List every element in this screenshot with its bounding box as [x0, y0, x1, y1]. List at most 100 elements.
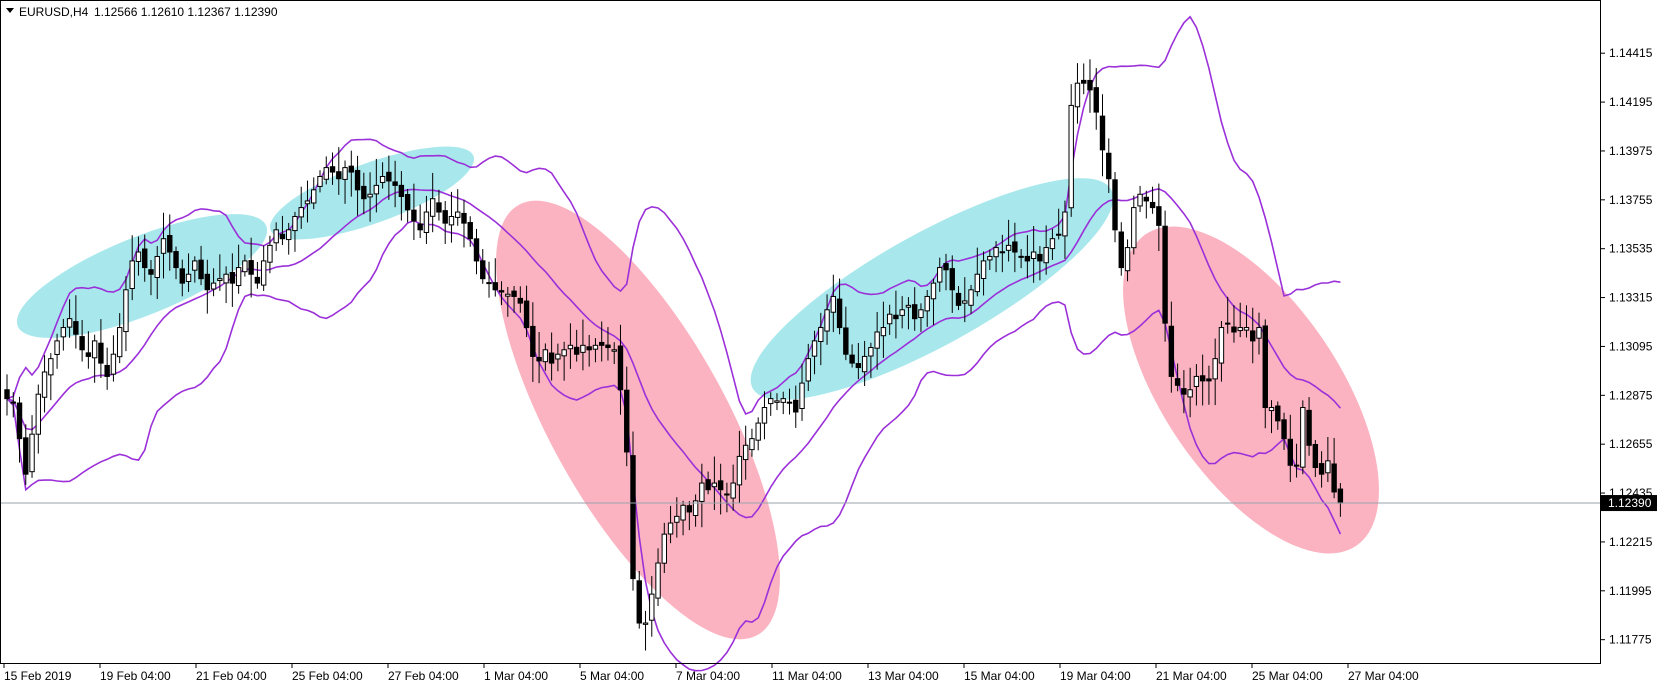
- bear-candle-body: [624, 389, 630, 453]
- bear-candle-body: [254, 276, 261, 284]
- bull-candle-body: [505, 293, 511, 297]
- bull-candle-body: [298, 207, 304, 218]
- bear-candle-body: [336, 171, 342, 180]
- time-tick-label: 21 Mar 04:00: [1156, 669, 1227, 683]
- bear-candle-body: [417, 223, 423, 231]
- candle: [649, 576, 655, 637]
- candle: [60, 318, 67, 351]
- bull-candle-body: [661, 533, 667, 564]
- bull-candle-body: [54, 340, 60, 355]
- bull-candle-body: [342, 167, 348, 180]
- bull-candle-body: [987, 255, 993, 261]
- candle: [1287, 414, 1293, 483]
- candle: [1256, 312, 1262, 355]
- price-tick-label: 1.13315: [1609, 291, 1653, 305]
- candle: [354, 155, 361, 216]
- candle: [23, 424, 29, 485]
- price-axis[interactable]: 1.14415 1.14195 1.13975 1.13755 1.13535 1.133…: [1600, 46, 1653, 647]
- bull-candle-body: [868, 347, 874, 357]
- candle: [624, 366, 630, 467]
- bull-candle-body: [880, 327, 887, 337]
- bull-candle-body: [135, 251, 142, 262]
- candle: [912, 287, 918, 331]
- candle: [768, 392, 774, 416]
- candle: [1106, 138, 1112, 193]
- candle: [530, 302, 536, 382]
- bull-candle-body: [730, 482, 736, 499]
- candle: [292, 211, 298, 252]
- bear-candle-body: [486, 282, 492, 285]
- bull-candle-body: [1030, 251, 1037, 260]
- candle: [824, 294, 830, 345]
- bull-candle-body: [286, 229, 292, 241]
- candle: [573, 329, 580, 362]
- bear-candle-body: [548, 352, 555, 364]
- candle: [905, 297, 912, 330]
- bull-candle-body: [1187, 389, 1193, 398]
- candle: [1055, 208, 1062, 240]
- bull-candle-body: [1300, 407, 1306, 468]
- candle: [1174, 363, 1181, 392]
- time-tick-label: 15 Mar 04:00: [964, 669, 1035, 683]
- bear-candle-body: [724, 493, 730, 496]
- bull-candle-body: [736, 455, 743, 486]
- candle: [962, 277, 968, 323]
- bull-candle-body: [185, 273, 192, 282]
- bull-candle-body: [968, 289, 974, 306]
- candle: [849, 344, 855, 368]
- candle: [1087, 59, 1093, 113]
- bull-candle-body: [886, 313, 893, 325]
- bull-candle-body: [1243, 327, 1250, 331]
- candle: [880, 301, 887, 358]
- bear-candle-body: [10, 401, 16, 404]
- bear-candle-body: [1081, 79, 1087, 84]
- current-price-tag: 1.12390: [1601, 495, 1657, 512]
- bear-candle-body: [1018, 255, 1024, 258]
- candle: [273, 222, 279, 251]
- bull-candle-body: [1225, 322, 1231, 325]
- bear-candle-body: [1106, 152, 1112, 180]
- candle: [1030, 226, 1037, 283]
- bull-candle-body: [1237, 327, 1243, 332]
- bear-candle-body: [1287, 438, 1293, 466]
- bear-candle-body: [1012, 241, 1018, 253]
- bear-candle-body: [1087, 79, 1093, 91]
- bull-candle-body: [41, 371, 48, 398]
- candle: [480, 249, 486, 284]
- bear-candle-body: [1337, 488, 1344, 504]
- bull-candle-body: [811, 340, 818, 357]
- chart-header-ohlc: 1.12566 1.12610 1.12367 1.12390: [94, 5, 278, 19]
- candle: [429, 172, 436, 233]
- bull-candle-body: [768, 398, 774, 405]
- candle: [605, 327, 611, 361]
- bear-candle-body: [705, 479, 711, 491]
- candle: [1074, 63, 1081, 124]
- candle: [523, 285, 530, 338]
- candle: [617, 324, 624, 415]
- candle: [304, 180, 311, 223]
- bull-candle-body: [160, 238, 167, 254]
- dropdown-triangle-icon[interactable]: [6, 8, 14, 13]
- current-price-tag-bg: [1601, 495, 1657, 512]
- bear-candle-body: [1024, 255, 1031, 262]
- bear-candle-body: [955, 292, 962, 306]
- candle: [323, 156, 329, 185]
- bull-candle-body: [1212, 358, 1218, 380]
- candle: [336, 147, 342, 195]
- price-tick-label: 1.11995: [1609, 584, 1652, 598]
- candle: [267, 235, 273, 274]
- candle: [1193, 364, 1200, 406]
- time-axis[interactable]: 15 Feb 2019 19 Feb 04:00 21 Feb 04:00 25 Fe…: [3, 663, 1419, 683]
- bear-candle-body: [361, 185, 367, 200]
- bull-candle-body: [899, 309, 905, 316]
- bull-candle-body: [830, 295, 837, 313]
- bear-candle-body: [1093, 87, 1099, 113]
- time-tick-label: 1 Mar 04:00: [484, 669, 548, 683]
- candle: [1124, 239, 1131, 282]
- candle: [592, 338, 599, 363]
- bear-candle-body: [1331, 463, 1337, 493]
- bull-candle-body: [48, 358, 54, 376]
- bear-candle-body: [480, 260, 486, 280]
